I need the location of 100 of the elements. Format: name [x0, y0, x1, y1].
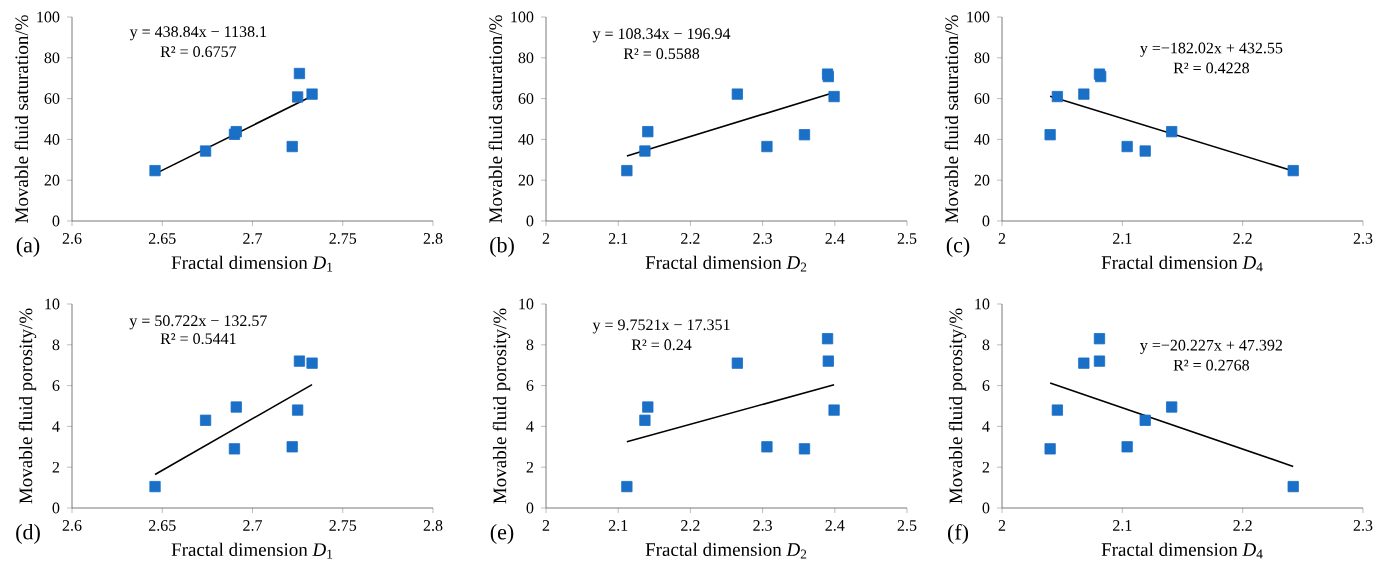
annotation: y =−182.02x + 432.55	[1140, 42, 1283, 57]
y-tick-label: 8	[52, 339, 60, 351]
text: (e)	[490, 524, 514, 544]
x-tick-label: 2.2	[1233, 233, 1252, 244]
x-tick-label: 2.65	[148, 233, 176, 244]
y-tick-label: 80	[518, 52, 534, 64]
y-axis-title: Movable fluid porosity/%	[18, 308, 37, 504]
point	[1093, 333, 1106, 345]
y-tick-label: 0	[52, 502, 60, 514]
point	[292, 91, 304, 103]
x-tick-label: 2.65	[148, 520, 176, 531]
x-tick-label: 2.75	[329, 233, 357, 244]
x-tick-label: 2	[542, 520, 550, 531]
x-tick-label: 2.8	[423, 233, 443, 244]
point	[761, 441, 773, 453]
y-tick-label: 40	[518, 134, 534, 145]
y-tick-label: 80	[44, 52, 60, 64]
annotation: R² = 0.5588	[623, 48, 700, 60]
y-tick-label: 2	[982, 461, 990, 473]
point	[293, 355, 306, 367]
annotation: y = 108.34x − 196.94	[592, 28, 731, 43]
y-tick-label: 20	[518, 174, 534, 186]
text: (f)	[947, 523, 969, 545]
point	[642, 401, 654, 413]
y-tick-label: 8	[526, 339, 534, 351]
y-tick-label: 6	[52, 380, 60, 391]
y-tick-label: 40	[974, 134, 990, 145]
point	[642, 126, 654, 138]
y-tick-label: 2	[52, 461, 60, 473]
y-tick-label: 100	[37, 11, 60, 23]
x-tick-label: 2.7	[243, 233, 263, 244]
y-tick-label: 6	[982, 380, 990, 391]
point	[306, 357, 318, 369]
y-tick-label: 60	[518, 93, 534, 104]
x-axis-title: Fractal dimension D$_{1}$	[171, 542, 333, 559]
annotation: R² = 0.5441	[160, 333, 236, 345]
x-tick-label: 2.2	[681, 233, 700, 244]
x-axis-title: Fractal dimension D$_{2}$	[645, 542, 807, 559]
point	[731, 357, 743, 369]
point	[228, 443, 241, 455]
x-tick-label: 2.1	[1113, 520, 1132, 531]
point	[1044, 443, 1056, 455]
point	[292, 404, 304, 416]
point	[821, 333, 834, 345]
x-tick-label: 2.1	[608, 233, 628, 244]
point	[798, 129, 811, 141]
point	[286, 140, 298, 153]
annotation: R² = 0.24	[631, 339, 692, 351]
annotation: y = 50.722x − 132.57	[129, 315, 267, 330]
x-tick-label: 2.6	[62, 233, 82, 244]
y-tick-label: 80	[974, 52, 990, 64]
annotation: R² = 0.4228	[1173, 62, 1250, 74]
y-tick-label: 2	[526, 461, 534, 473]
x-tick-label: 2.3	[1353, 520, 1373, 531]
text: (c)	[946, 237, 970, 257]
y-tick-label: 60	[44, 93, 60, 104]
x-tick-label: 2.3	[753, 520, 772, 531]
y-tick-label: 0	[526, 502, 534, 514]
point	[639, 414, 651, 426]
y-axis-title: Movable fluid porosity/%	[492, 308, 511, 504]
point	[1287, 480, 1299, 493]
point	[1093, 355, 1106, 367]
point	[1121, 441, 1133, 453]
point	[731, 88, 743, 100]
x-tick-label: 2.4	[825, 233, 845, 244]
x-tick-label: 2	[542, 233, 550, 244]
point	[1166, 401, 1178, 413]
x-axis-title: Fractal dimension D$_{4}$	[1101, 542, 1263, 559]
y-tick-label: 0	[52, 215, 60, 227]
x-tick-label: 2	[998, 520, 1006, 531]
text: (d)	[16, 524, 40, 544]
annotation: y =−20.227x + 47.392	[1140, 339, 1283, 354]
x-tick-label: 2.4	[825, 520, 845, 531]
point	[761, 140, 773, 153]
point	[149, 165, 161, 177]
y-tick-label: 100	[511, 11, 534, 23]
y-tick-label: 0	[982, 502, 990, 514]
point	[1051, 404, 1063, 416]
y-tick-label: 20	[974, 174, 990, 186]
point	[1078, 88, 1090, 100]
point	[230, 401, 242, 413]
y-axis-title: Movable fluid porosity/%	[948, 308, 967, 504]
y-tick-label: 4	[526, 421, 534, 432]
point	[1139, 414, 1151, 426]
y-axis-title: Movable fluid saturation/%	[488, 15, 503, 223]
point	[286, 441, 298, 453]
y-tick-label: 20	[44, 174, 60, 186]
y-tick-label: 40	[44, 134, 60, 145]
point	[1166, 126, 1178, 138]
y-tick-label: 60	[974, 93, 990, 104]
point	[1121, 140, 1133, 153]
x-tick-label: 2.2	[1233, 520, 1252, 531]
y-tick-label: 6	[526, 380, 534, 391]
x-tick-label: 2	[998, 233, 1006, 244]
point	[822, 355, 834, 367]
x-tick-label: 2.7	[243, 520, 263, 531]
x-axis-title: Fractal dimension D$_{2}$	[645, 255, 807, 272]
annotation: R² = 0.6757	[160, 46, 237, 58]
annotation: y = 9.7521x − 17.351	[592, 319, 730, 334]
x-tick-label: 2.2	[681, 520, 700, 531]
